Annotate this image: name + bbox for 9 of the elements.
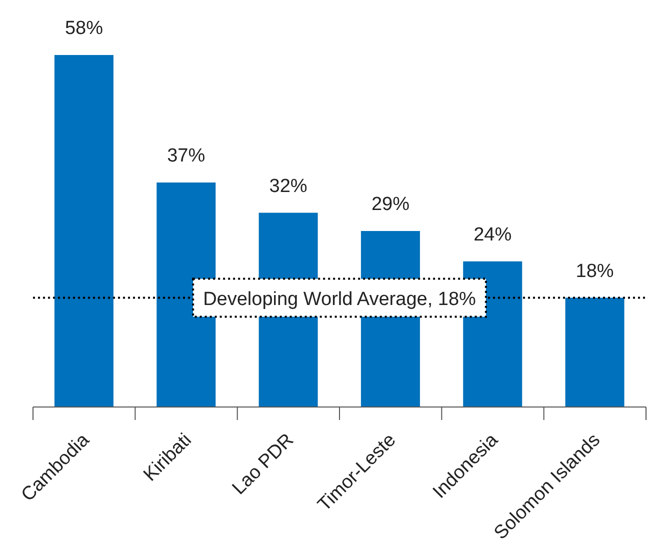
data-label: 58% <box>64 18 104 39</box>
bar <box>54 55 114 407</box>
data-label: 18% <box>576 260 614 282</box>
data-label: 37% <box>167 145 206 166</box>
ref-line-label: Developing World Average, 18% <box>203 288 476 310</box>
data-label: 29% <box>371 194 410 215</box>
data-label: 32% <box>269 176 308 197</box>
bar <box>565 298 624 407</box>
data-label: 24% <box>474 224 512 246</box>
